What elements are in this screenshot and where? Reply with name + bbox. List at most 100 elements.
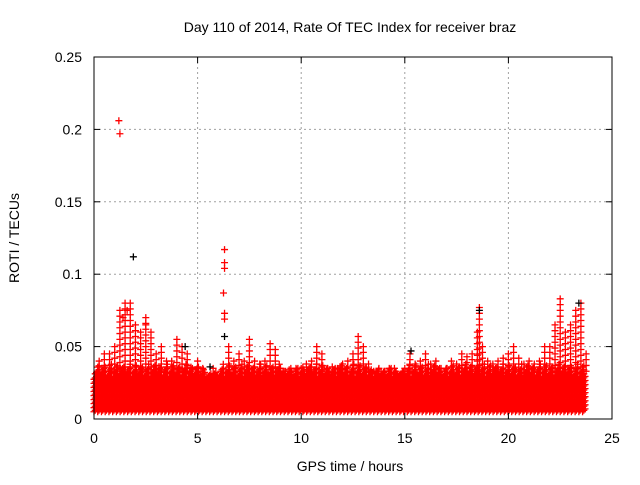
data-point [116, 370, 124, 378]
data-point-secondary [221, 332, 229, 340]
y-tick-label: 0.05 [55, 339, 82, 355]
data-point [256, 372, 264, 380]
data-point-outliers [119, 314, 127, 322]
data-point [209, 370, 217, 378]
data-point [147, 369, 155, 377]
data-marks [90, 117, 590, 416]
data-point [458, 367, 466, 375]
data-point [546, 366, 554, 374]
data-point [431, 362, 439, 370]
data-point-secondary [575, 299, 583, 307]
data-point [245, 370, 253, 378]
data-point [489, 372, 497, 380]
data-point [370, 367, 378, 375]
data-point [328, 369, 336, 377]
data-point-outliers [142, 321, 150, 329]
data-point [199, 370, 207, 378]
data-point-secondary [206, 363, 214, 371]
y-tick-label: 0.15 [55, 194, 82, 210]
y-axis-label: ROTI / TECUs [6, 193, 22, 283]
data-point [572, 370, 580, 378]
data-point [494, 369, 502, 377]
data-point [390, 370, 398, 378]
data-point [479, 366, 486, 374]
data-point-outliers [221, 315, 229, 323]
data-point [225, 366, 233, 374]
x-axis-label: GPS time / hours [297, 458, 404, 474]
data-point [463, 370, 471, 378]
y-tick-label: 0 [74, 411, 82, 427]
data-point [95, 369, 103, 377]
data-point [567, 367, 575, 375]
data-point [173, 370, 181, 378]
data-point [354, 367, 362, 375]
data-point [318, 367, 326, 375]
data-point [178, 366, 186, 374]
data-point [297, 370, 305, 378]
data-point [520, 372, 528, 380]
data-point-outliers [221, 264, 229, 272]
data-point [131, 367, 139, 375]
data-point-outliers [123, 306, 131, 314]
data-point [581, 372, 589, 380]
data-point [137, 369, 145, 377]
data-point [282, 367, 290, 375]
data-point [276, 370, 284, 378]
data-point [551, 367, 559, 375]
data-point [251, 369, 259, 377]
data-point [168, 369, 176, 377]
data-point [240, 369, 248, 377]
data-point [344, 369, 352, 377]
data-point [432, 369, 440, 377]
data-point [333, 370, 341, 378]
data-point [152, 367, 160, 375]
chart-title: Day 110 of 2014, Rate Of TEC Index for r… [184, 19, 517, 35]
data-point [422, 367, 430, 375]
data-point [447, 369, 455, 377]
x-tick-label: 25 [604, 430, 620, 446]
data-point [308, 369, 316, 377]
data-point [111, 366, 119, 374]
data-point [582, 367, 590, 375]
data-point [401, 370, 409, 378]
data-point [525, 369, 533, 377]
data-point [484, 369, 492, 377]
data-point [235, 367, 243, 375]
data-point [230, 369, 238, 377]
plot-frame [93, 56, 613, 420]
x-tick-label: 10 [293, 430, 309, 446]
data-point [188, 370, 196, 378]
data-point [524, 362, 532, 370]
data-point [442, 370, 450, 378]
data-point [468, 367, 476, 375]
data-point [406, 367, 414, 375]
data-point [313, 366, 321, 374]
data-point [365, 372, 373, 380]
data-point-secondary [407, 347, 415, 355]
data-point [142, 366, 150, 374]
data-point [499, 372, 507, 380]
data-point [106, 367, 114, 375]
data-point [302, 372, 310, 380]
data-point [530, 372, 538, 380]
data-point-secondary [181, 343, 189, 351]
data-point [350, 360, 358, 368]
data-point-outliers [220, 289, 227, 297]
data-point [453, 372, 461, 380]
data-point [275, 360, 283, 368]
data-point-outliers [116, 130, 124, 138]
data-point [183, 367, 191, 375]
data-point-secondary [475, 306, 483, 314]
data-point [535, 369, 543, 377]
data-point [556, 370, 564, 378]
data-point [157, 366, 165, 374]
data-point [375, 370, 383, 378]
x-tick-label: 15 [397, 430, 413, 446]
x-tick-label: 0 [90, 430, 98, 446]
data-point [475, 367, 483, 375]
x-tick-label: 20 [501, 430, 517, 446]
data-point [339, 372, 347, 380]
data-point [577, 369, 585, 377]
